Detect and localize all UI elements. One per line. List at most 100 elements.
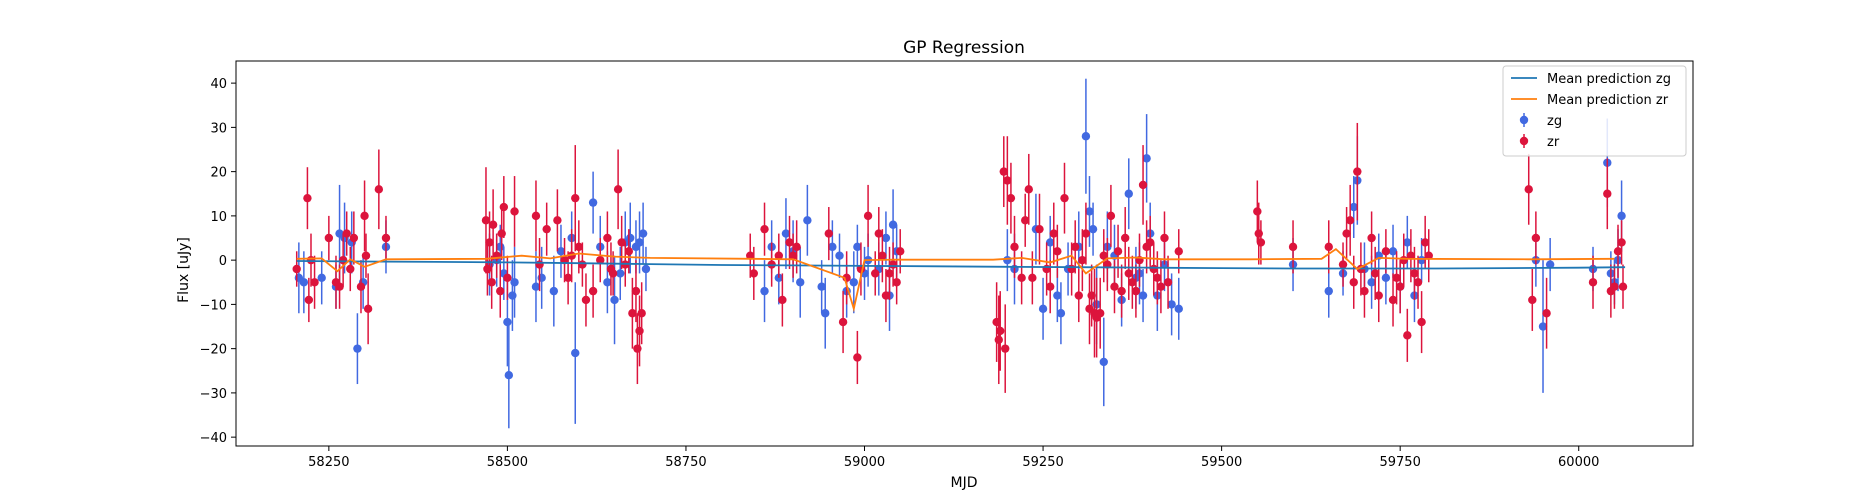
point-zg: [1142, 154, 1151, 163]
point-zr: [1156, 282, 1166, 291]
point-zg: [510, 278, 519, 287]
legend: Mean prediction zg Mean prediction zr zg zr: [1502, 65, 1687, 157]
point-zr: [1617, 238, 1626, 247]
point-zr: [778, 295, 787, 305]
point-zg: [881, 233, 891, 243]
x-tick-label: 59000: [844, 455, 885, 470]
point-zr: [596, 255, 605, 265]
point-zr: [535, 260, 544, 269]
point-zr: [1420, 238, 1430, 247]
point-zr: [1049, 229, 1058, 238]
chart-title: GP Regression: [903, 38, 1025, 58]
point-zr: [1410, 269, 1419, 278]
point-zr: [1524, 185, 1533, 194]
point-zr: [1618, 282, 1628, 291]
point-zg: [317, 273, 326, 283]
point-zg: [641, 264, 651, 274]
point-zg: [549, 286, 559, 296]
point-zr: [1399, 255, 1408, 265]
point-zr: [1017, 273, 1026, 283]
point-zr: [1067, 264, 1076, 274]
point-zr: [992, 317, 1001, 327]
point-zg: [610, 295, 619, 305]
point-zr: [1096, 309, 1105, 318]
point-zr: [304, 295, 314, 305]
point-zr: [1406, 251, 1416, 260]
point-zr: [306, 255, 316, 265]
point-zr: [361, 251, 371, 260]
point-zr: [1145, 238, 1155, 247]
point-zg: [1538, 322, 1548, 331]
point-zr: [608, 269, 618, 278]
point-zr: [1153, 273, 1162, 283]
x-tick-label: 58750: [665, 455, 706, 470]
point-zg: [508, 291, 517, 300]
x-tick-label: 59750: [1379, 455, 1420, 470]
point-zg: [353, 344, 362, 353]
point-zr: [1035, 224, 1044, 234]
point-zr: [1106, 211, 1116, 221]
point-zr: [1138, 180, 1148, 190]
x-tick-label: 59250: [1022, 455, 1063, 470]
point-zr: [774, 251, 784, 260]
x-tick-label: 58500: [487, 455, 528, 470]
point-zg: [299, 278, 309, 287]
point-zr: [374, 185, 384, 194]
point-zr: [487, 278, 496, 287]
point-zg: [638, 229, 648, 238]
point-zg: [796, 278, 805, 287]
point-zg: [760, 286, 769, 296]
point-zr: [1360, 286, 1369, 296]
point-zr: [1046, 282, 1055, 291]
point-zg: [1349, 202, 1358, 212]
point-zr: [1001, 344, 1010, 353]
point-zg: [1038, 304, 1048, 314]
point-zr: [571, 193, 580, 203]
point-zg: [1056, 309, 1066, 318]
point-zr: [356, 282, 366, 291]
point-zr: [1345, 216, 1355, 225]
point-zr: [553, 216, 562, 225]
point-zg: [1367, 278, 1376, 287]
point-zr: [885, 269, 894, 278]
y-axis-label: Flux [uJy]: [176, 237, 192, 303]
point-zr: [503, 273, 512, 283]
point-zg: [635, 238, 644, 247]
y-tick-label: 40: [210, 77, 227, 92]
point-zr: [1081, 229, 1091, 238]
point-zr: [863, 211, 873, 221]
point-zr: [574, 242, 584, 252]
point-zr: [631, 286, 641, 296]
point-zr: [888, 260, 898, 269]
point-zr: [1113, 247, 1123, 256]
point-zr: [1253, 207, 1262, 216]
point-zr: [1338, 260, 1348, 269]
point-zg: [571, 348, 580, 358]
y-tick-label: 20: [210, 166, 227, 181]
point-zr: [633, 344, 642, 353]
point-zg: [1053, 291, 1062, 300]
point-zg: [588, 198, 598, 207]
point-zr: [1099, 251, 1108, 260]
point-zr: [1424, 251, 1433, 260]
point-zr: [1087, 291, 1096, 300]
point-zr: [1028, 273, 1037, 283]
point-zr: [1010, 242, 1019, 252]
point-zr: [881, 291, 891, 300]
legend-box: [1502, 65, 1687, 157]
point-zr: [996, 326, 1005, 336]
point-zr: [1413, 278, 1423, 287]
point-zg: [1124, 189, 1133, 198]
point-zr: [1392, 273, 1401, 283]
point-zg: [1088, 224, 1098, 234]
point-zr: [1071, 242, 1080, 252]
legend-label-mean-prediction-zg: Mean prediction zg: [1547, 72, 1671, 87]
point-zg: [503, 317, 512, 327]
point-zr: [1163, 278, 1173, 287]
point-zg: [556, 247, 566, 256]
point-zr: [892, 278, 901, 287]
point-zg: [1003, 255, 1012, 265]
point-zg: [1046, 238, 1055, 247]
legend-marker-zr: [1519, 136, 1529, 146]
point-zr: [1381, 247, 1391, 256]
